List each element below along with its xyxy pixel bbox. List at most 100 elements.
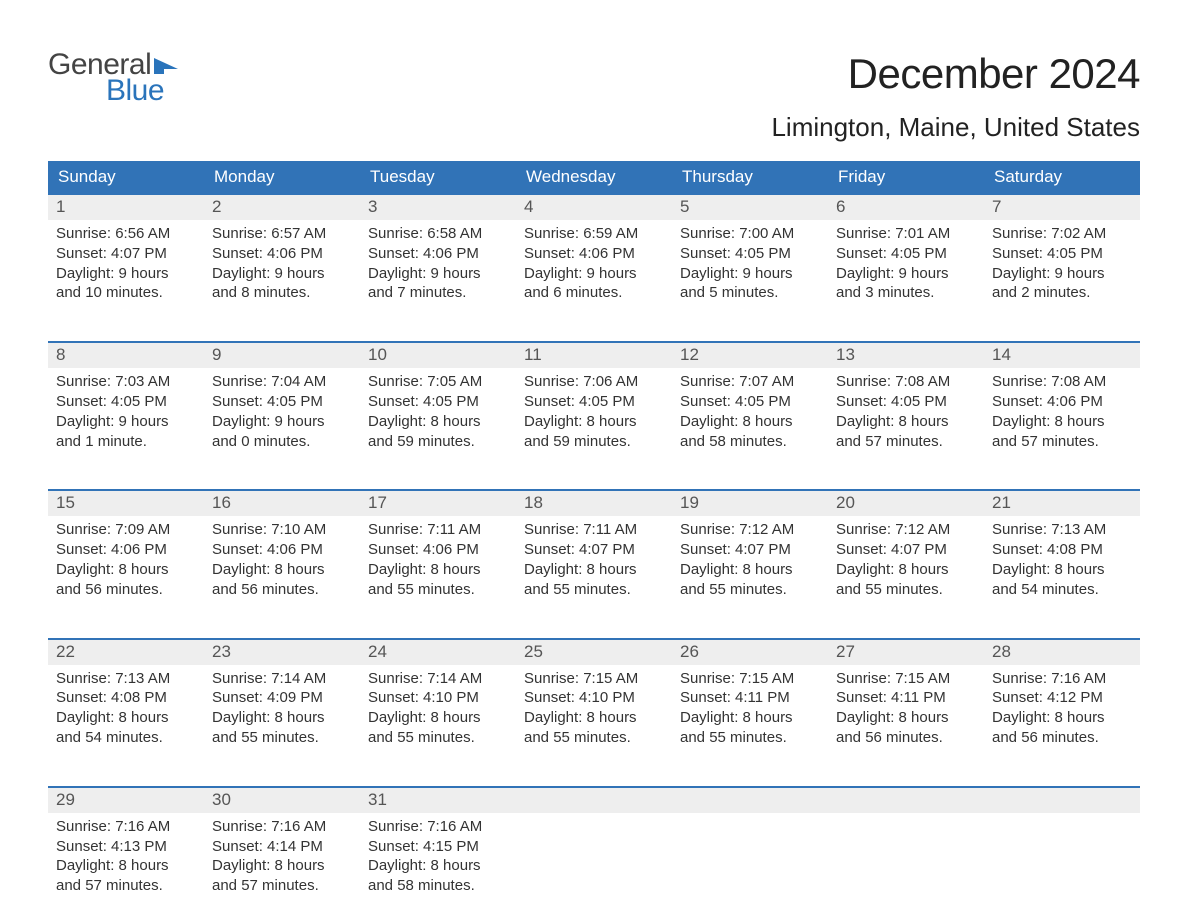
sunset-text: Sunset: 4:05 PM	[212, 392, 352, 412]
day-cell: Sunrise: 7:09 AMSunset: 4:06 PMDaylight:…	[48, 516, 204, 627]
day-cell: Sunrise: 7:03 AMSunset: 4:05 PMDaylight:…	[48, 368, 204, 479]
day-cell: Sunrise: 6:59 AMSunset: 4:06 PMDaylight:…	[516, 220, 672, 331]
daylight-text-1: Daylight: 9 hours	[212, 264, 352, 284]
week-row: 1234567Sunrise: 6:56 AMSunset: 4:07 PMDa…	[48, 193, 1140, 331]
day-cell: Sunrise: 7:11 AMSunset: 4:06 PMDaylight:…	[360, 516, 516, 627]
sunrise-text: Sunrise: 7:12 AM	[836, 520, 976, 540]
day-cell: Sunrise: 7:01 AMSunset: 4:05 PMDaylight:…	[828, 220, 984, 331]
day-number: 15	[48, 491, 204, 516]
sunrise-text: Sunrise: 7:16 AM	[212, 817, 352, 837]
day-cell	[828, 813, 984, 924]
sunrise-text: Sunrise: 7:15 AM	[524, 669, 664, 689]
daylight-text-1: Daylight: 8 hours	[992, 560, 1132, 580]
day-number: 27	[828, 640, 984, 665]
sunrise-text: Sunrise: 7:16 AM	[368, 817, 508, 837]
weekday-label: Wednesday	[516, 161, 672, 193]
daylight-text-2: and 0 minutes.	[212, 432, 352, 452]
daylight-text-1: Daylight: 9 hours	[680, 264, 820, 284]
day-number: 31	[360, 788, 516, 813]
calendar: Sunday Monday Tuesday Wednesday Thursday…	[48, 161, 1140, 924]
daylight-text-1: Daylight: 9 hours	[368, 264, 508, 284]
sunset-text: Sunset: 4:14 PM	[212, 837, 352, 857]
month-title: December 2024	[771, 50, 1140, 98]
day-number: 1	[48, 195, 204, 220]
day-number: 7	[984, 195, 1140, 220]
weekday-label: Saturday	[984, 161, 1140, 193]
week-row: 15161718192021Sunrise: 7:09 AMSunset: 4:…	[48, 489, 1140, 627]
header: General Blue December 2024 Limington, Ma…	[48, 50, 1140, 143]
day-cell: Sunrise: 7:08 AMSunset: 4:06 PMDaylight:…	[984, 368, 1140, 479]
daylight-text-2: and 7 minutes.	[368, 283, 508, 303]
brand-logo: General Blue	[48, 50, 182, 106]
daylight-text-2: and 59 minutes.	[368, 432, 508, 452]
day-cell: Sunrise: 7:11 AMSunset: 4:07 PMDaylight:…	[516, 516, 672, 627]
daylight-text-2: and 57 minutes.	[56, 876, 196, 896]
weekday-label: Thursday	[672, 161, 828, 193]
weekday-label: Monday	[204, 161, 360, 193]
sunset-text: Sunset: 4:06 PM	[524, 244, 664, 264]
daylight-text-1: Daylight: 8 hours	[524, 412, 664, 432]
sunset-text: Sunset: 4:10 PM	[524, 688, 664, 708]
daylight-text-2: and 2 minutes.	[992, 283, 1132, 303]
day-cell: Sunrise: 7:15 AMSunset: 4:11 PMDaylight:…	[672, 665, 828, 776]
day-cell	[672, 813, 828, 924]
daylight-text-2: and 59 minutes.	[524, 432, 664, 452]
day-cell	[984, 813, 1140, 924]
day-number: 8	[48, 343, 204, 368]
sunrise-text: Sunrise: 7:13 AM	[992, 520, 1132, 540]
week-row: 891011121314Sunrise: 7:03 AMSunset: 4:05…	[48, 341, 1140, 479]
sunrise-text: Sunrise: 7:10 AM	[212, 520, 352, 540]
daylight-text-1: Daylight: 8 hours	[368, 560, 508, 580]
daylight-text-2: and 55 minutes.	[368, 728, 508, 748]
week-row: 22232425262728Sunrise: 7:13 AMSunset: 4:…	[48, 638, 1140, 776]
daylight-text-1: Daylight: 9 hours	[836, 264, 976, 284]
sunrise-text: Sunrise: 7:14 AM	[368, 669, 508, 689]
weeks-container: 1234567Sunrise: 6:56 AMSunset: 4:07 PMDa…	[48, 193, 1140, 924]
daylight-text-1: Daylight: 8 hours	[56, 560, 196, 580]
daylight-text-2: and 8 minutes.	[212, 283, 352, 303]
daylight-text-1: Daylight: 9 hours	[56, 412, 196, 432]
daylight-text-1: Daylight: 8 hours	[56, 856, 196, 876]
day-number: 22	[48, 640, 204, 665]
day-number: 6	[828, 195, 984, 220]
location: Limington, Maine, United States	[771, 112, 1140, 143]
day-cell: Sunrise: 7:05 AMSunset: 4:05 PMDaylight:…	[360, 368, 516, 479]
day-number: 29	[48, 788, 204, 813]
daylight-text-2: and 56 minutes.	[992, 728, 1132, 748]
sunset-text: Sunset: 4:07 PM	[836, 540, 976, 560]
day-cell: Sunrise: 7:14 AMSunset: 4:09 PMDaylight:…	[204, 665, 360, 776]
sunset-text: Sunset: 4:07 PM	[680, 540, 820, 560]
daylight-text-2: and 56 minutes.	[212, 580, 352, 600]
day-cell: Sunrise: 7:16 AMSunset: 4:15 PMDaylight:…	[360, 813, 516, 924]
title-block: December 2024 Limington, Maine, United S…	[771, 50, 1140, 143]
daylight-text-1: Daylight: 9 hours	[56, 264, 196, 284]
sunrise-text: Sunrise: 7:05 AM	[368, 372, 508, 392]
day-number	[984, 788, 1140, 813]
sunrise-text: Sunrise: 7:06 AM	[524, 372, 664, 392]
sunset-text: Sunset: 4:05 PM	[56, 392, 196, 412]
daylight-text-1: Daylight: 8 hours	[524, 560, 664, 580]
daylight-text-1: Daylight: 8 hours	[368, 412, 508, 432]
daylight-text-2: and 57 minutes.	[836, 432, 976, 452]
sunrise-text: Sunrise: 7:08 AM	[992, 372, 1132, 392]
sunrise-text: Sunrise: 7:12 AM	[680, 520, 820, 540]
sunset-text: Sunset: 4:06 PM	[212, 540, 352, 560]
sunset-text: Sunset: 4:05 PM	[368, 392, 508, 412]
daylight-text-1: Daylight: 8 hours	[368, 856, 508, 876]
day-number: 11	[516, 343, 672, 368]
daylight-text-2: and 58 minutes.	[368, 876, 508, 896]
day-number: 3	[360, 195, 516, 220]
day-number	[828, 788, 984, 813]
day-cell: Sunrise: 7:14 AMSunset: 4:10 PMDaylight:…	[360, 665, 516, 776]
day-number: 13	[828, 343, 984, 368]
day-number: 23	[204, 640, 360, 665]
sunrise-text: Sunrise: 7:16 AM	[56, 817, 196, 837]
sunset-text: Sunset: 4:06 PM	[368, 244, 508, 264]
sunrise-text: Sunrise: 7:13 AM	[56, 669, 196, 689]
sunrise-text: Sunrise: 7:15 AM	[836, 669, 976, 689]
day-cell: Sunrise: 7:10 AMSunset: 4:06 PMDaylight:…	[204, 516, 360, 627]
day-cell: Sunrise: 7:15 AMSunset: 4:10 PMDaylight:…	[516, 665, 672, 776]
daylight-text-2: and 57 minutes.	[212, 876, 352, 896]
day-number: 10	[360, 343, 516, 368]
week-row: 293031Sunrise: 7:16 AMSunset: 4:13 PMDay…	[48, 786, 1140, 924]
